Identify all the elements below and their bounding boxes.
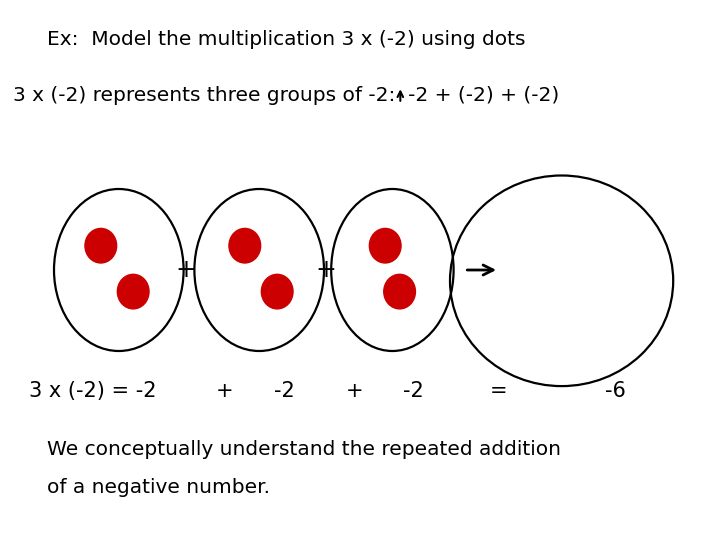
Text: We conceptually understand the repeated addition: We conceptually understand the repeated … [47, 440, 561, 459]
Ellipse shape [229, 228, 261, 263]
Text: -2: -2 [274, 381, 294, 401]
Text: =: = [490, 381, 507, 401]
Text: of a negative number.: of a negative number. [47, 478, 270, 497]
Text: +: + [176, 258, 196, 282]
Text: +: + [216, 381, 233, 401]
Text: 3 x (-2) = -2: 3 x (-2) = -2 [29, 381, 156, 401]
Text: +: + [315, 258, 336, 282]
Text: 3 x (-2) represents three groups of -2:  -2 + (-2) + (-2): 3 x (-2) represents three groups of -2: … [13, 86, 559, 105]
Text: -2: -2 [403, 381, 424, 401]
Ellipse shape [85, 228, 117, 263]
Ellipse shape [117, 274, 149, 309]
Ellipse shape [261, 274, 293, 309]
Text: +: + [346, 381, 363, 401]
Text: Ex:  Model the multiplication 3 x (-2) using dots: Ex: Model the multiplication 3 x (-2) us… [47, 30, 526, 49]
Ellipse shape [384, 274, 415, 309]
Ellipse shape [369, 228, 401, 263]
Text: -6: -6 [605, 381, 626, 401]
